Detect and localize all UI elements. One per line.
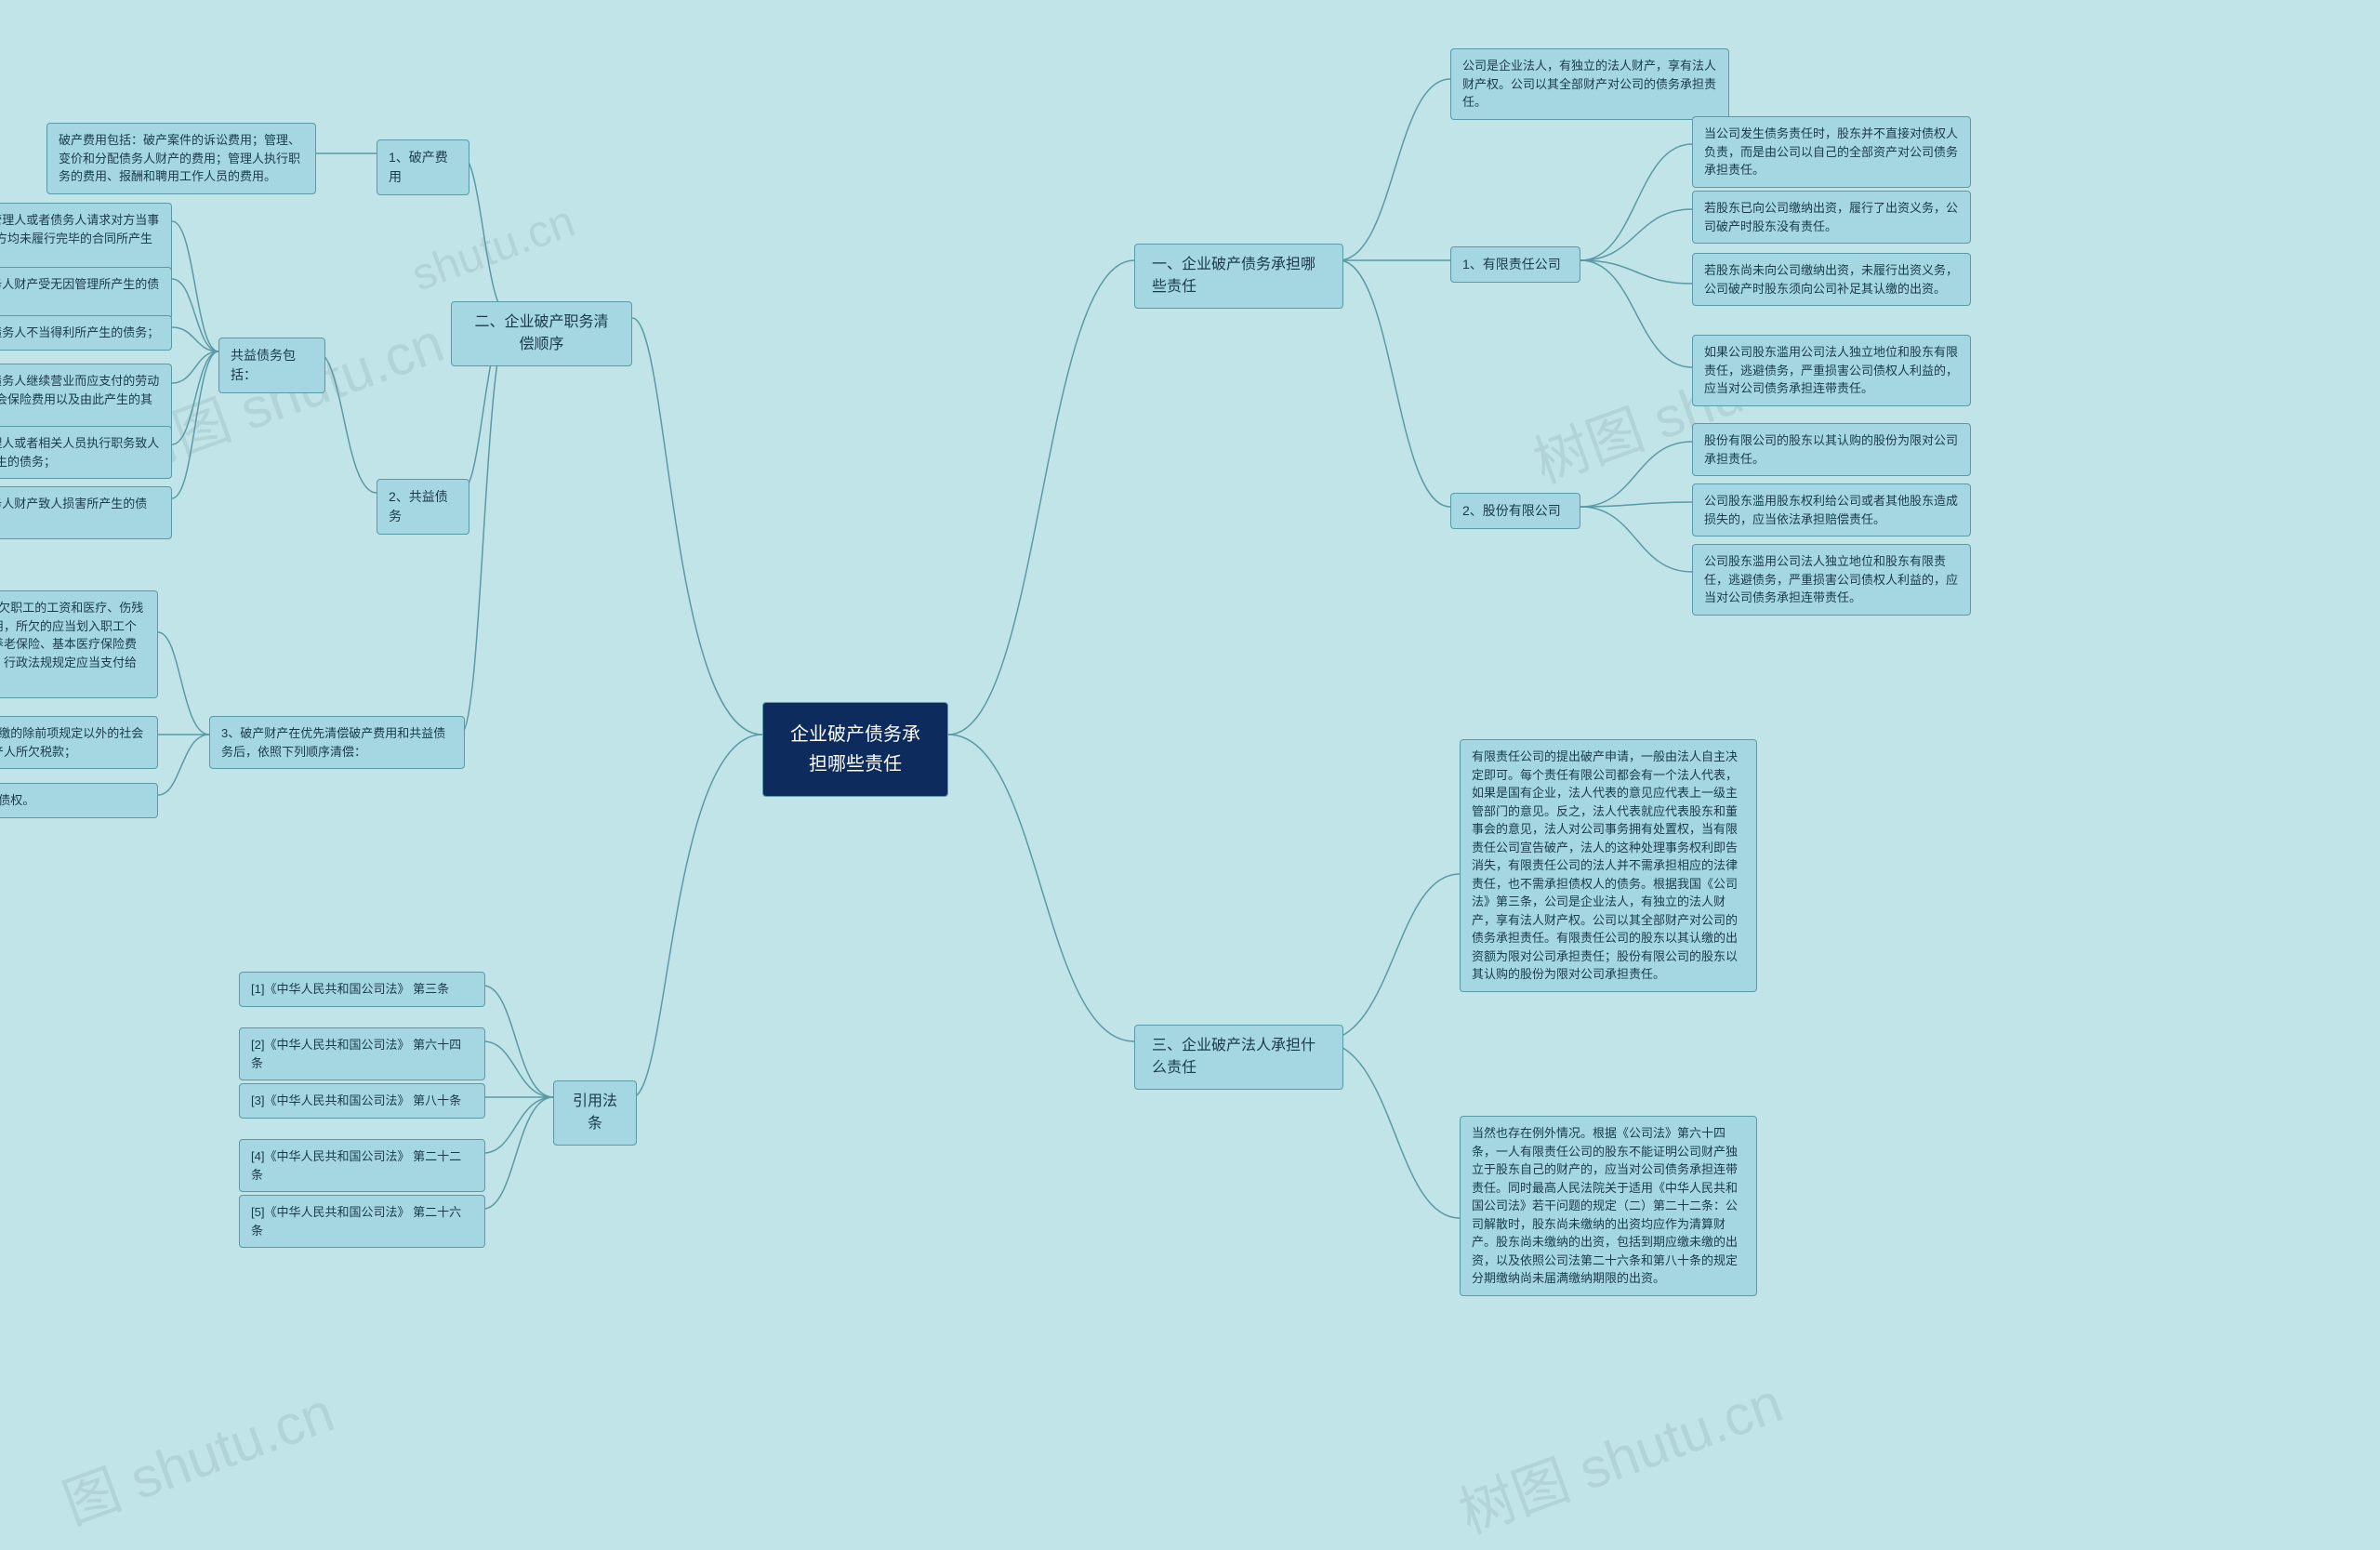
cite-2: [3]《中华人民共和国公司法》 第八十条: [239, 1083, 485, 1119]
branch2-b-5: （6）债务人财产致人损害所产生的债务。: [0, 486, 172, 539]
branch1-c-1: 公司股东滥用股东权利给公司或者其他股东造成损失的，应当依法承担赔偿责任。: [1692, 484, 1971, 537]
branch3-p2: 当然也存在例外情况。根据《公司法》第六十四条，一人有限责任公司的股东不能证明公司…: [1460, 1116, 1757, 1296]
branch1-title: 一、企业破产债务承担哪些责任: [1134, 244, 1343, 309]
branch1-c: 2、股份有限公司: [1450, 493, 1580, 529]
watermark: 图 shutu.cn: [50, 1368, 343, 1541]
cite-4: [5]《中华人民共和国公司法》 第二十六条: [239, 1195, 485, 1248]
branch1-c-0: 股份有限公司的股东以其认购的股份为限对公司承担责任。: [1692, 423, 1971, 476]
branch1-c-2: 公司股东滥用公司法人独立地位和股东有限责任，逃避债务，严重损害公司债权人利益的，…: [1692, 544, 1971, 616]
branch2-b-1: （2）债务人财产受无因管理所产生的债务；: [0, 267, 172, 320]
branch2-b-2: （3）因债务人不当得利所产生的债务；: [0, 315, 172, 351]
branch2-title: 二、企业破产职务清偿顺序: [451, 301, 632, 366]
watermark: 树图 shutu.cn: [1447, 1358, 1792, 1549]
center-node: 企业破产债务承担哪些责任: [762, 702, 948, 797]
branch2-c-0: （1）破产人所欠职工的工资和医疗、伤残补助、抚恤费用，所欠的应当划入职工个人账户…: [0, 590, 158, 698]
branch2-c-1: （2）破产人欠缴的除前项规定以外的社会保险费用和破产人所欠税款；: [0, 716, 158, 769]
branch3-p1: 有限责任公司的提出破产申请，一般由法人自主决定即可。每个责任有限公司都会有一个法…: [1460, 739, 1757, 992]
branch2-b-0: （1）因管理人或者债务人请求对方当事人履行双方均未履行完毕的合同所产生的债务；: [0, 203, 172, 274]
branch1-b-2: 若股东尚未向公司缴纳出资，未履行出资义务，公司破产时股东须向公司补足其认缴的出资…: [1692, 253, 1971, 306]
branch2-a: 1、破产费用: [377, 139, 469, 195]
branch2-b-3: （4）为债务人继续营业而应支付的劳动报酬和社会保险费用以及由此产生的其他债务；: [0, 364, 172, 435]
branch1-b: 1、有限责任公司: [1450, 246, 1580, 283]
branch1-b-0: 当公司发生债务责任时，股东并不直接对债权人负责，而是由公司以自己的全部资产对公司…: [1692, 116, 1971, 188]
cite-title: 引用法条: [553, 1080, 637, 1146]
branch2-c-2: （3）普通破产债权。: [0, 783, 158, 818]
cite-1: [2]《中华人民共和国公司法》 第六十四条: [239, 1027, 485, 1080]
cite-3: [4]《中华人民共和国公司法》 第二十二条: [239, 1139, 485, 1192]
cite-0: [1]《中华人民共和国公司法》 第三条: [239, 972, 485, 1007]
branch2-b-sub: 共益债务包括：: [218, 338, 325, 393]
branch3-title: 三、企业破产法人承担什么责任: [1134, 1025, 1343, 1090]
branch2-c: 3、破产财产在优先清偿破产费用和共益债务后，依照下列顺序清偿：: [209, 716, 465, 769]
watermark: shutu.cn: [405, 196, 581, 302]
branch1-b-3: 如果公司股东滥用公司法人独立地位和股东有限责任，逃避债务，严重损害公司债权人利益…: [1692, 335, 1971, 406]
branch2-b: 2、共益债务: [377, 479, 469, 535]
branch2-b-4: （5）管理人或者相关人员执行职务致人损害所产生的债务；: [0, 426, 172, 479]
branch1-a: 公司是企业法人，有独立的法人财产，享有法人财产权。公司以其全部财产对公司的债务承…: [1450, 48, 1729, 120]
branch2-a-detail: 破产费用包括：破产案件的诉讼费用；管理、变价和分配债务人财产的费用；管理人执行职…: [46, 123, 316, 194]
branch1-b-1: 若股东已向公司缴纳出资，履行了出资义务，公司破产时股东没有责任。: [1692, 191, 1971, 244]
